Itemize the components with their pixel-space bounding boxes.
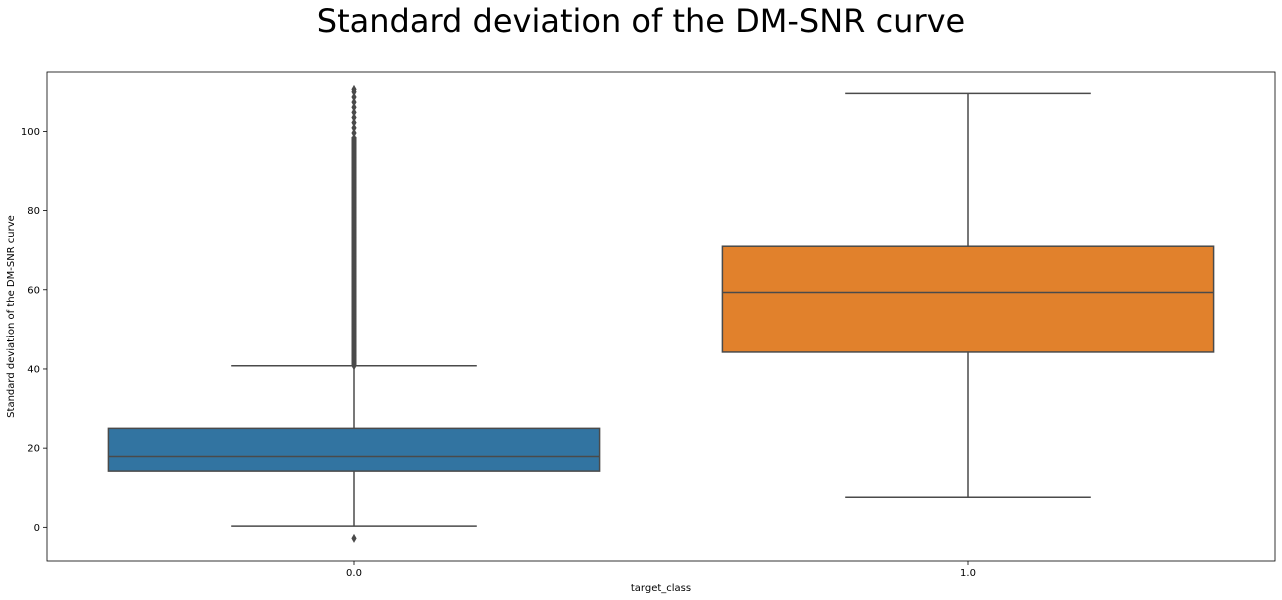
outlier-point bbox=[351, 242, 357, 252]
outlier-point bbox=[351, 133, 357, 143]
x-tick-label: 1.0 bbox=[960, 568, 976, 579]
outlier-point bbox=[351, 222, 357, 232]
outlier-point bbox=[351, 183, 357, 193]
outlier-point bbox=[351, 128, 357, 138]
outlier-point bbox=[351, 193, 357, 203]
axes-frame bbox=[46, 71, 1276, 562]
outlier-point bbox=[351, 351, 357, 361]
outlier-point bbox=[351, 311, 357, 321]
outlier-point bbox=[351, 123, 357, 133]
outlier-point bbox=[351, 84, 357, 94]
outlier-point bbox=[351, 143, 357, 153]
y-axis-label: Standard deviation of the DM-SNR curve bbox=[6, 215, 17, 418]
outlier-point bbox=[351, 301, 357, 311]
outlier-point bbox=[351, 107, 357, 117]
chart-title: Standard deviation of the DM-SNR curve bbox=[316, 2, 966, 40]
x-axis-label: target_class bbox=[631, 583, 691, 594]
plot-area bbox=[46, 71, 1276, 562]
outlier-point bbox=[351, 272, 357, 282]
y-tick-label: 100 bbox=[21, 127, 40, 138]
y-tick-label: 20 bbox=[27, 444, 40, 455]
outlier-point bbox=[351, 212, 357, 222]
outlier-point bbox=[351, 102, 357, 112]
outlier-point bbox=[351, 232, 357, 242]
iqr-box bbox=[107, 427, 601, 472]
outlier-point bbox=[351, 361, 357, 371]
outlier-point bbox=[351, 533, 357, 543]
outlier-point bbox=[351, 321, 357, 331]
outlier-point bbox=[351, 163, 357, 173]
outlier-point bbox=[351, 262, 357, 272]
outlier-point bbox=[351, 118, 357, 128]
outlier-point bbox=[351, 341, 357, 351]
y-tick-label: 40 bbox=[27, 364, 40, 375]
y-axis: 0 20 40 60 80 100 bbox=[21, 127, 47, 534]
outlier-point bbox=[351, 252, 357, 262]
x-axis: 0.0 1.0 bbox=[346, 561, 976, 579]
outlier-point bbox=[351, 331, 357, 341]
x-tick-label: 0.0 bbox=[346, 568, 362, 579]
outlier-point bbox=[351, 97, 357, 107]
box-1.0 bbox=[721, 92, 1215, 499]
iqr-box bbox=[721, 245, 1215, 353]
y-tick-label: 80 bbox=[27, 206, 40, 217]
box-0.0 bbox=[107, 84, 601, 543]
outlier-point bbox=[351, 173, 357, 183]
outlier-point bbox=[351, 153, 357, 163]
outlier-point bbox=[351, 113, 357, 123]
y-tick-label: 60 bbox=[27, 285, 40, 296]
outlier-point bbox=[351, 292, 357, 302]
outlier-point bbox=[351, 282, 357, 292]
y-tick-label: 0 bbox=[34, 523, 40, 534]
outlier-point bbox=[351, 202, 357, 212]
outlier-point bbox=[351, 92, 357, 102]
